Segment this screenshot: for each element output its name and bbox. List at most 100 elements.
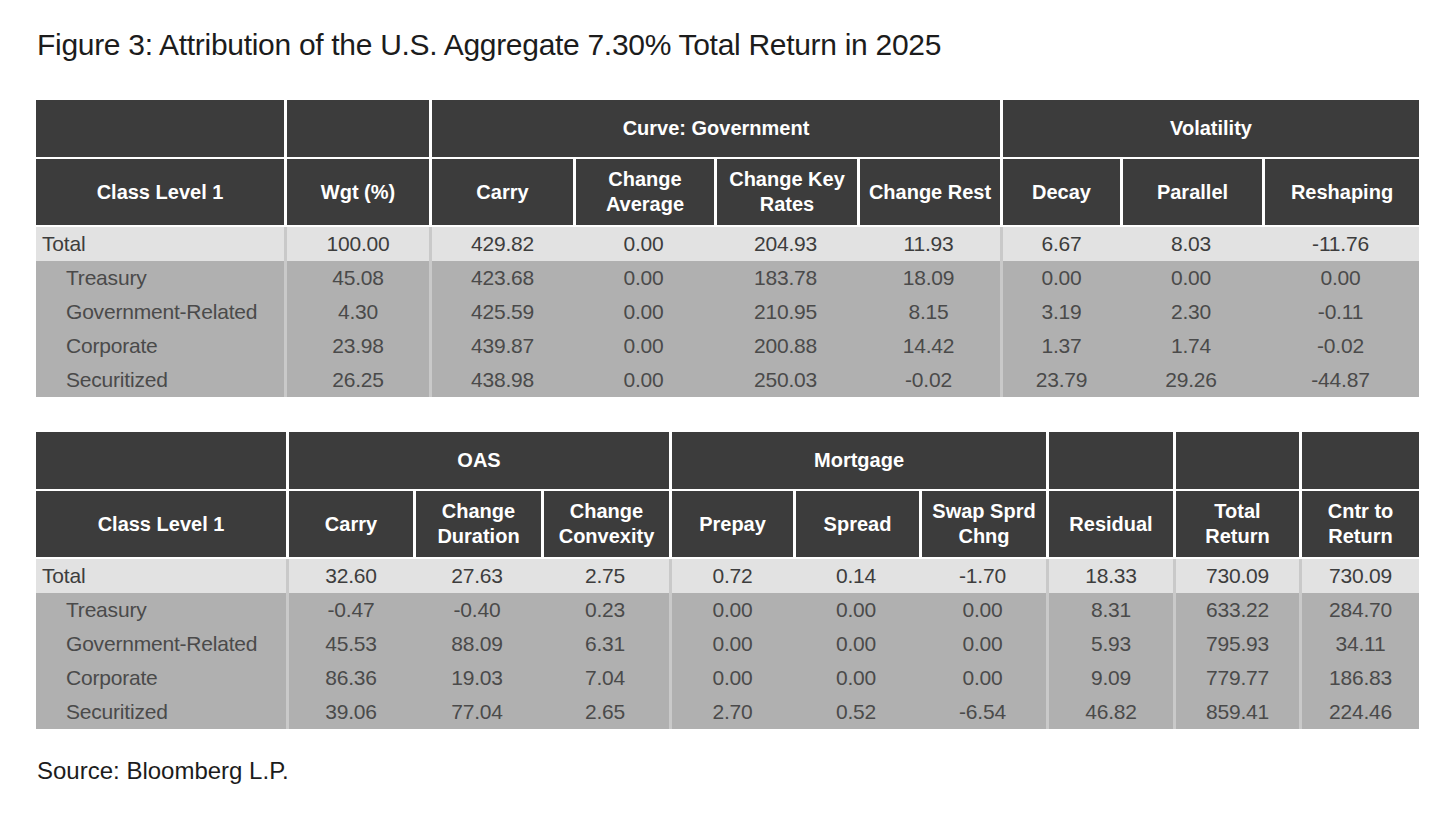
value-cell: 2.65 xyxy=(541,695,669,729)
column-header-change-key-rates: Change Key Rates xyxy=(714,159,857,227)
row-label: Government-Related xyxy=(36,627,286,661)
value-cell: 5.93 xyxy=(1046,627,1173,661)
table-row-corporate: Corporate86.3619.037.040.000.000.009.097… xyxy=(36,661,1419,695)
column-header-total-return: Total Return xyxy=(1173,491,1299,559)
value-cell: 2.70 xyxy=(669,695,793,729)
column-header-row: Class Level 1Wgt (%)CarryChange AverageC… xyxy=(36,159,1419,227)
value-cell: -0.11 xyxy=(1262,295,1419,329)
figure-page: Figure 3: Attribution of the U.S. Aggreg… xyxy=(0,0,1454,830)
value-cell: 438.98 xyxy=(429,363,573,397)
value-cell: -0.02 xyxy=(1262,329,1419,363)
value-cell: 0.00 xyxy=(573,363,714,397)
value-cell: -0.02 xyxy=(857,363,1000,397)
value-cell: 0.72 xyxy=(669,559,793,593)
value-cell: 0.00 xyxy=(793,661,919,695)
value-cell: -11.76 xyxy=(1262,227,1419,261)
column-header-change-duration: Change Duration xyxy=(413,491,541,559)
value-cell: 250.03 xyxy=(714,363,857,397)
table-row-government-related: Government-Related4.30425.590.00210.958.… xyxy=(36,295,1419,329)
value-cell: 100.00 xyxy=(284,227,429,261)
column-header-class-level-1: Class Level 1 xyxy=(36,159,284,227)
column-header-spread: Spread xyxy=(793,491,919,559)
value-cell: 439.87 xyxy=(429,329,573,363)
column-header-cntr-to-return: Cntr to Return xyxy=(1299,491,1419,559)
group-header-blank xyxy=(36,100,284,159)
value-cell: 0.00 xyxy=(573,295,714,329)
row-label: Securitized xyxy=(36,363,284,397)
value-cell: -44.87 xyxy=(1262,363,1419,397)
column-header-change-average: Change Average xyxy=(573,159,714,227)
column-header-decay: Decay xyxy=(1000,159,1120,227)
column-header-carry: Carry xyxy=(429,159,573,227)
value-cell: 0.00 xyxy=(919,661,1046,695)
row-label: Corporate xyxy=(36,329,284,363)
value-cell: 18.33 xyxy=(1046,559,1173,593)
value-cell: 19.03 xyxy=(413,661,541,695)
column-header-swap-sprd-chng: Swap Sprd Chng xyxy=(919,491,1046,559)
value-cell: 8.31 xyxy=(1046,593,1173,627)
value-cell: 23.79 xyxy=(1000,363,1120,397)
group-header-row: OASMortgage xyxy=(36,432,1419,491)
value-cell: 186.83 xyxy=(1299,661,1419,695)
value-cell: 425.59 xyxy=(429,295,573,329)
value-cell: 9.09 xyxy=(1046,661,1173,695)
table-row-government-related: Government-Related45.5388.096.310.000.00… xyxy=(36,627,1419,661)
group-header-blank xyxy=(284,100,429,159)
group-header-blank xyxy=(1046,432,1173,491)
table-row-total: Total32.6027.632.750.720.14-1.7018.33730… xyxy=(36,559,1419,593)
value-cell: 1.37 xyxy=(1000,329,1120,363)
value-cell: 0.00 xyxy=(1000,261,1120,295)
value-cell: 0.00 xyxy=(573,227,714,261)
group-header-mortgage: Mortgage xyxy=(669,432,1046,491)
value-cell: 45.53 xyxy=(286,627,413,661)
column-header-change-rest: Change Rest xyxy=(857,159,1000,227)
value-cell: 39.06 xyxy=(286,695,413,729)
value-cell: 11.93 xyxy=(857,227,1000,261)
value-cell: 224.46 xyxy=(1299,695,1419,729)
table-row-securitized: Securitized26.25438.980.00250.03-0.0223.… xyxy=(36,363,1419,397)
value-cell: 779.77 xyxy=(1173,661,1299,695)
group-header-volatility: Volatility xyxy=(1000,100,1419,159)
value-cell: 88.09 xyxy=(413,627,541,661)
value-cell: -6.54 xyxy=(919,695,1046,729)
value-cell: 730.09 xyxy=(1173,559,1299,593)
value-cell: 27.63 xyxy=(413,559,541,593)
value-cell: 23.98 xyxy=(284,329,429,363)
column-header-wgt: Wgt (%) xyxy=(284,159,429,227)
group-header-blank xyxy=(1173,432,1299,491)
value-cell: 0.00 xyxy=(573,329,714,363)
value-cell: 0.00 xyxy=(669,593,793,627)
value-cell: 0.00 xyxy=(793,593,919,627)
group-header-blank xyxy=(1299,432,1419,491)
column-header-reshaping: Reshaping xyxy=(1262,159,1419,227)
row-label: Treasury xyxy=(36,593,286,627)
value-cell: 0.14 xyxy=(793,559,919,593)
row-label: Corporate xyxy=(36,661,286,695)
column-header-carry: Carry xyxy=(286,491,413,559)
value-cell: 8.03 xyxy=(1120,227,1262,261)
row-label: Treasury xyxy=(36,261,284,295)
value-cell: 183.78 xyxy=(714,261,857,295)
column-header-prepay: Prepay xyxy=(669,491,793,559)
value-cell: 0.00 xyxy=(669,661,793,695)
attribution-table-curve-volatility: Curve: GovernmentVolatilityClass Level 1… xyxy=(36,100,1419,397)
value-cell: 0.00 xyxy=(669,627,793,661)
group-header-oas: OAS xyxy=(286,432,669,491)
value-cell: -1.70 xyxy=(919,559,1046,593)
value-cell: 45.08 xyxy=(284,261,429,295)
value-cell: 6.31 xyxy=(541,627,669,661)
value-cell: 26.25 xyxy=(284,363,429,397)
value-cell: 0.00 xyxy=(1120,261,1262,295)
value-cell: 859.41 xyxy=(1173,695,1299,729)
column-header-class-level-1: Class Level 1 xyxy=(36,491,286,559)
value-cell: 0.00 xyxy=(793,627,919,661)
value-cell: 77.04 xyxy=(413,695,541,729)
value-cell: 0.23 xyxy=(541,593,669,627)
value-cell: 795.93 xyxy=(1173,627,1299,661)
value-cell: 7.04 xyxy=(541,661,669,695)
value-cell: 4.30 xyxy=(284,295,429,329)
source-note: Source: Bloomberg L.P. xyxy=(37,757,289,785)
value-cell: 0.00 xyxy=(919,627,1046,661)
row-label: Total xyxy=(36,559,286,593)
value-cell: 86.36 xyxy=(286,661,413,695)
